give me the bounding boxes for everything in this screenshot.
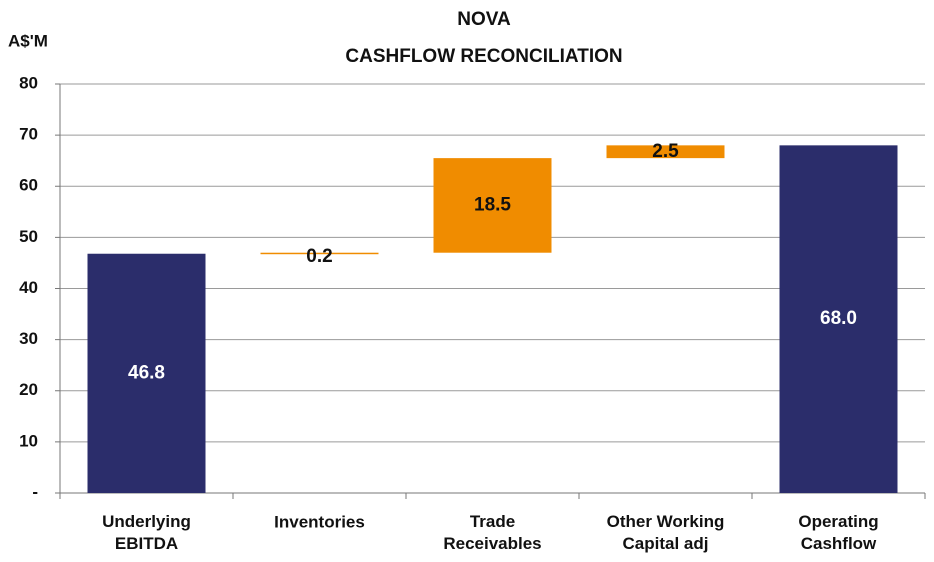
y-tick-label: 20 bbox=[19, 380, 38, 399]
y-tick-label: 80 bbox=[19, 73, 38, 92]
bar bbox=[87, 253, 206, 493]
chart-title: NOVA bbox=[457, 9, 511, 30]
y-axis-label: A$'M bbox=[8, 31, 48, 50]
bar bbox=[779, 145, 898, 493]
chart-subtitle: CASHFLOW RECONCILIATION bbox=[345, 46, 622, 67]
bar bbox=[433, 158, 552, 253]
y-tick-label: 70 bbox=[19, 125, 38, 144]
x-tick-label: Trade Receivables bbox=[443, 512, 541, 553]
x-tick-label: Inventories bbox=[274, 512, 365, 531]
data-label: 18.5 bbox=[474, 194, 511, 215]
x-tick-label: Other Working Capital adj bbox=[607, 512, 725, 553]
y-tick-label: - bbox=[32, 482, 38, 501]
y-tick-label: 30 bbox=[19, 329, 38, 348]
data-label: 68.0 bbox=[820, 308, 857, 329]
y-tick-label: 60 bbox=[19, 176, 38, 195]
data-label: 0.2 bbox=[306, 246, 332, 267]
bar bbox=[606, 145, 725, 159]
y-tick-label: 40 bbox=[19, 278, 38, 297]
x-tick-label: Underlying EBITDA bbox=[102, 512, 191, 553]
data-label: 2.5 bbox=[652, 141, 679, 162]
data-label: 46.8 bbox=[128, 362, 165, 383]
bar bbox=[260, 252, 379, 255]
x-tick-label: Operating Cashflow bbox=[798, 512, 878, 553]
y-tick-label: 50 bbox=[19, 227, 38, 246]
y-tick-label: 10 bbox=[19, 431, 38, 450]
